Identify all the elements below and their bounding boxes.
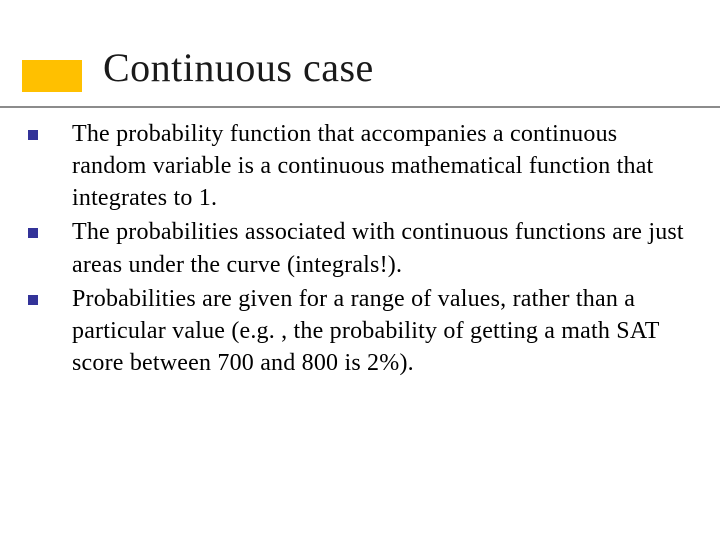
bullet-text: The probability function that accompanie… [72, 118, 694, 214]
square-bullet-icon [28, 228, 38, 238]
bullet-text: The probabilities associated with contin… [72, 216, 694, 280]
bullet-item: Probabilities are given for a range of v… [28, 283, 694, 379]
body-area: The probability function that accompanie… [28, 118, 694, 381]
slide: Continuous case The probability function… [0, 0, 720, 540]
title-divider [0, 106, 720, 108]
accent-block [22, 60, 82, 92]
square-bullet-icon [28, 130, 38, 140]
square-bullet-icon [28, 295, 38, 305]
title-row: Continuous case [0, 44, 720, 102]
bullet-item: The probability function that accompanie… [28, 118, 694, 214]
slide-title: Continuous case [103, 44, 374, 91]
bullet-item: The probabilities associated with contin… [28, 216, 694, 280]
bullet-text: Probabilities are given for a range of v… [72, 283, 694, 379]
